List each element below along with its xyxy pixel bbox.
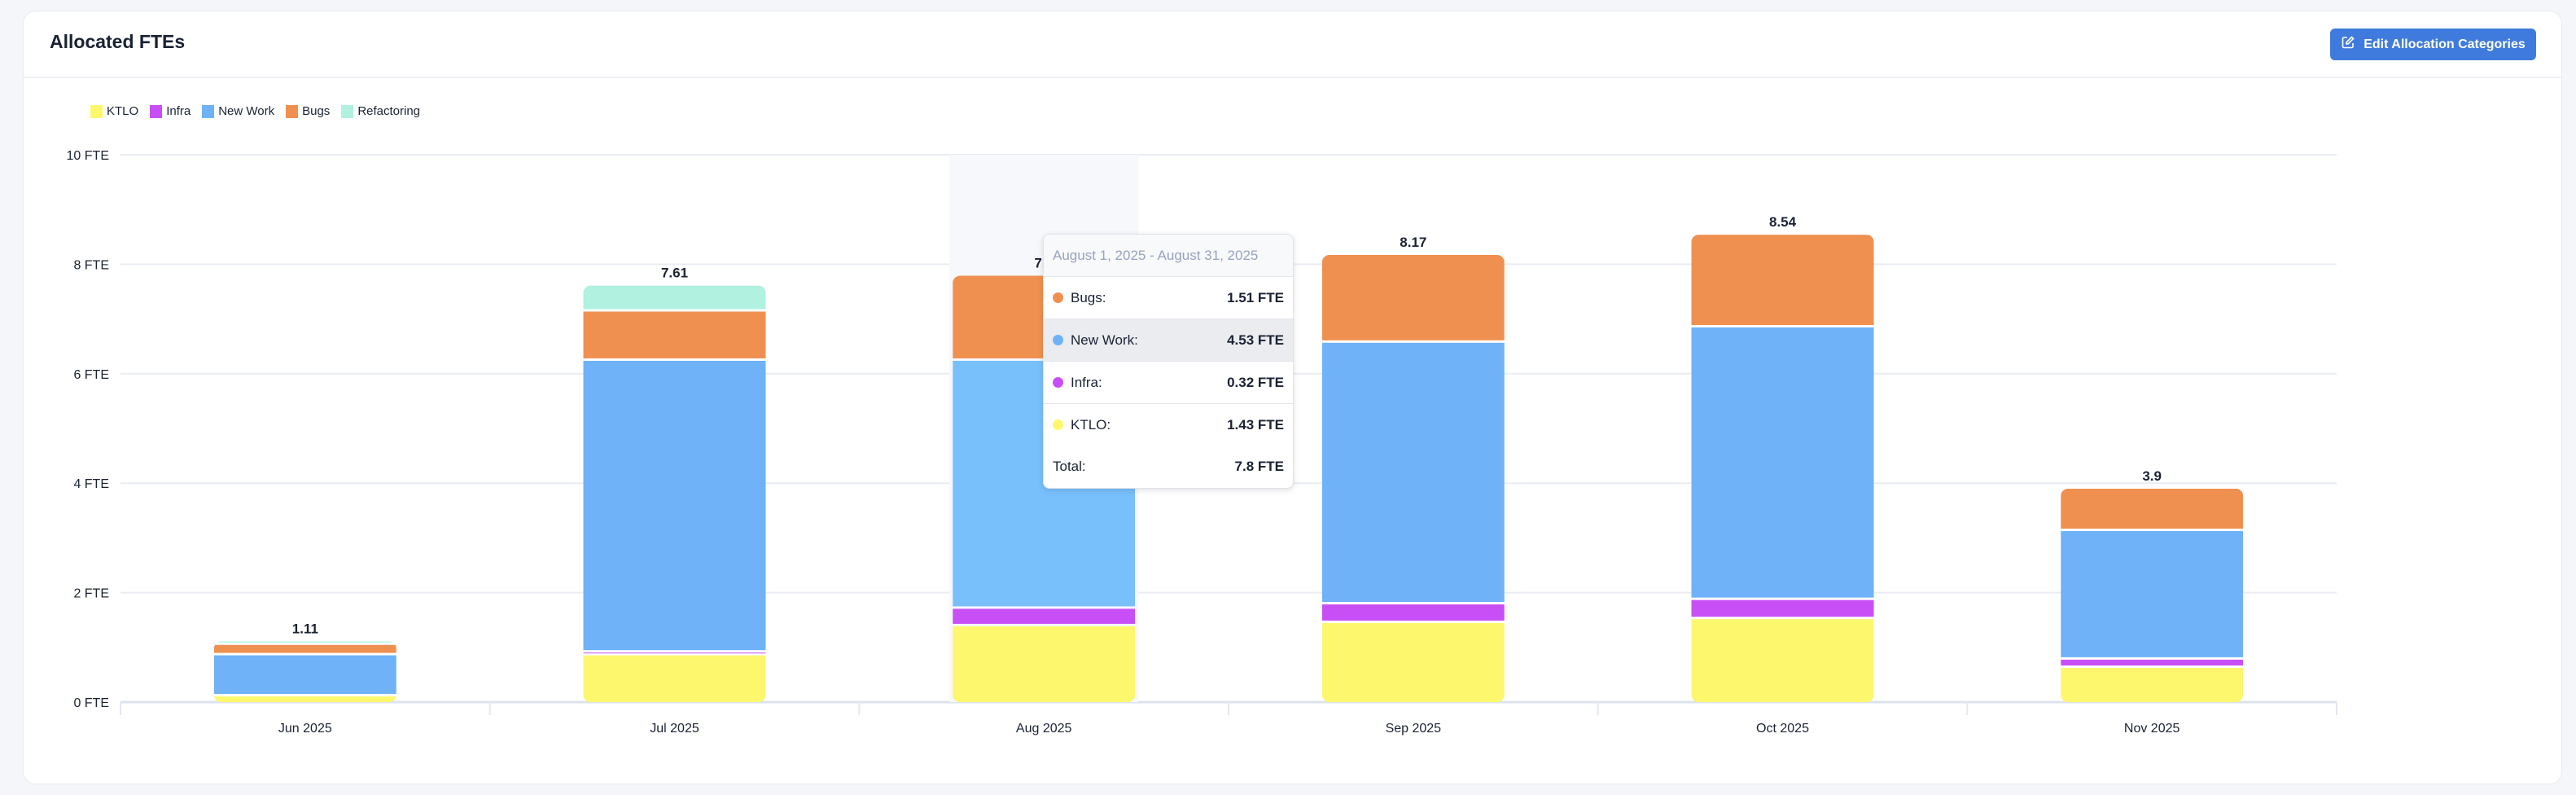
tooltip-total-value: 7.8 FTE <box>1234 458 1284 474</box>
legend-item-bugs[interactable]: Bugs <box>286 104 330 118</box>
tooltip-date-range: August 1, 2025 - August 31, 2025 <box>1044 235 1293 277</box>
bar-segment-bugs[interactable] <box>583 311 766 358</box>
bar-segment-new-work[interactable] <box>213 655 396 694</box>
legend-label: KTLO <box>107 104 139 118</box>
y-tick-label: 6 FTE <box>73 368 109 382</box>
bar-segment-infra[interactable] <box>583 652 766 654</box>
legend-item-refactoring[interactable]: Refactoring <box>341 104 420 118</box>
y-tick-label: 0 FTE <box>73 696 109 710</box>
edit-allocation-categories-button[interactable]: Edit Allocation Categories <box>2330 29 2536 60</box>
bar-stack-sep-2025[interactable] <box>1321 254 1505 702</box>
bar-segment-new-work[interactable] <box>2061 530 2244 657</box>
bar-segment-new-work[interactable] <box>1691 327 1874 598</box>
bar-total-label: 7.61 <box>661 266 688 281</box>
bar-segment-infra[interactable] <box>2061 659 2244 665</box>
bar-segment-ktlo[interactable] <box>2061 667 2244 702</box>
bar-total-label: 1.11 <box>292 621 318 636</box>
tooltip-row-ktlo: KTLO: 1.43 FTE <box>1044 404 1293 446</box>
x-tick-label: Sep 2025 <box>1386 722 1442 736</box>
chart-tooltip: August 1, 2025 - August 31, 2025 Bugs: 1.… <box>1043 234 1294 489</box>
tooltip-row-value: 1.51 FTE <box>1227 289 1284 305</box>
tooltip-row-value: 1.43 FTE <box>1227 416 1284 433</box>
chart-legend: KTLO Infra New Work Bugs Refactoring <box>90 104 420 118</box>
tooltip-row-label: Bugs: <box>1071 289 1106 305</box>
series-dot-icon <box>1053 292 1063 303</box>
bar-segment-ktlo[interactable] <box>1321 622 1505 702</box>
x-tick-label: Nov 2025 <box>2124 722 2180 736</box>
tooltip-row-value: 4.53 FTE <box>1227 332 1284 348</box>
bar-segment-refactoring[interactable] <box>213 641 396 643</box>
legend-label: Bugs <box>302 104 331 118</box>
bar-segment-ktlo[interactable] <box>1691 619 1874 702</box>
x-tick-label: Jun 2025 <box>278 722 332 736</box>
y-tick-label: 8 FTE <box>73 258 109 272</box>
legend-label: New Work <box>218 104 275 118</box>
edit-allocation-categories-label: Edit Allocation Categories <box>2364 37 2526 51</box>
y-tick-label: 10 FTE <box>67 149 109 163</box>
x-tick-label: Oct 2025 <box>1756 722 1809 736</box>
legend-swatch <box>286 104 299 118</box>
tooltip-row-label: New Work: <box>1071 332 1138 348</box>
bar-stack-oct-2025[interactable] <box>1691 235 1874 702</box>
card-header: Allocated FTEs Edit Allocation Categorie… <box>24 11 2561 78</box>
tooltip-row-label: Infra: <box>1071 374 1102 390</box>
bar-stack-jun-2025[interactable] <box>213 641 396 702</box>
bar-segment-new-work[interactable] <box>583 360 766 651</box>
legend-item-infra[interactable]: Infra <box>150 104 191 118</box>
y-tick-label: 4 FTE <box>73 477 109 491</box>
tooltip-total-label: Total: <box>1053 458 1086 474</box>
bar-stack-nov-2025[interactable] <box>2061 488 2244 702</box>
legend-label: Refactoring <box>357 104 421 118</box>
legend-item-new-work[interactable]: New Work <box>202 104 274 118</box>
bar-segment-bugs[interactable] <box>2061 488 2244 529</box>
bar-segment-infra[interactable] <box>1321 604 1505 621</box>
legend-swatch <box>341 104 354 118</box>
series-dot-icon <box>1053 335 1063 345</box>
legend-swatch <box>150 104 163 118</box>
y-tick-label: 2 FTE <box>73 587 109 601</box>
tooltip-row-value: 0.32 FTE <box>1227 374 1284 390</box>
bar-total-label: 8.17 <box>1400 235 1426 250</box>
series-dot-icon <box>1053 377 1063 388</box>
tooltip-row-new-work: New Work: 4.53 FTE <box>1044 319 1293 362</box>
bar-segment-infra[interactable] <box>953 608 1136 624</box>
series-dot-icon <box>1053 419 1063 430</box>
tooltip-row-infra: Infra: 0.32 FTE <box>1044 362 1293 404</box>
legend-swatch <box>202 104 215 118</box>
bar-segment-ktlo[interactable] <box>953 626 1136 702</box>
bar-segment-new-work[interactable] <box>1321 342 1505 603</box>
tooltip-row-label: KTLO: <box>1071 416 1111 433</box>
bar-segment-bugs[interactable] <box>1321 254 1505 340</box>
bar-segment-ktlo[interactable] <box>583 655 766 702</box>
x-tick-label: Jul 2025 <box>650 722 699 736</box>
legend-swatch <box>90 104 103 118</box>
bar-total-label: 8.54 <box>1769 214 1797 230</box>
legend-item-ktlo[interactable]: KTLO <box>90 104 138 118</box>
bar-segment-bugs[interactable] <box>213 644 396 653</box>
bar-segment-ktlo[interactable] <box>213 696 396 702</box>
legend-label: Infra <box>166 104 191 118</box>
tooltip-total-row: Total: 7.8 FTE <box>1044 446 1293 487</box>
bar-segment-refactoring[interactable] <box>583 285 766 310</box>
bar-segment-bugs[interactable] <box>1691 235 1874 325</box>
card-title: Allocated FTEs <box>50 31 186 52</box>
bar-segment-infra[interactable] <box>1691 600 1874 617</box>
bar-stack-jul-2025[interactable] <box>583 285 766 702</box>
edit-icon <box>2341 35 2355 54</box>
tooltip-row-bugs: Bugs: 1.51 FTE <box>1044 277 1293 319</box>
bar-total-label: 3.9 <box>2142 468 2162 484</box>
x-tick-label: Aug 2025 <box>1016 722 1072 736</box>
